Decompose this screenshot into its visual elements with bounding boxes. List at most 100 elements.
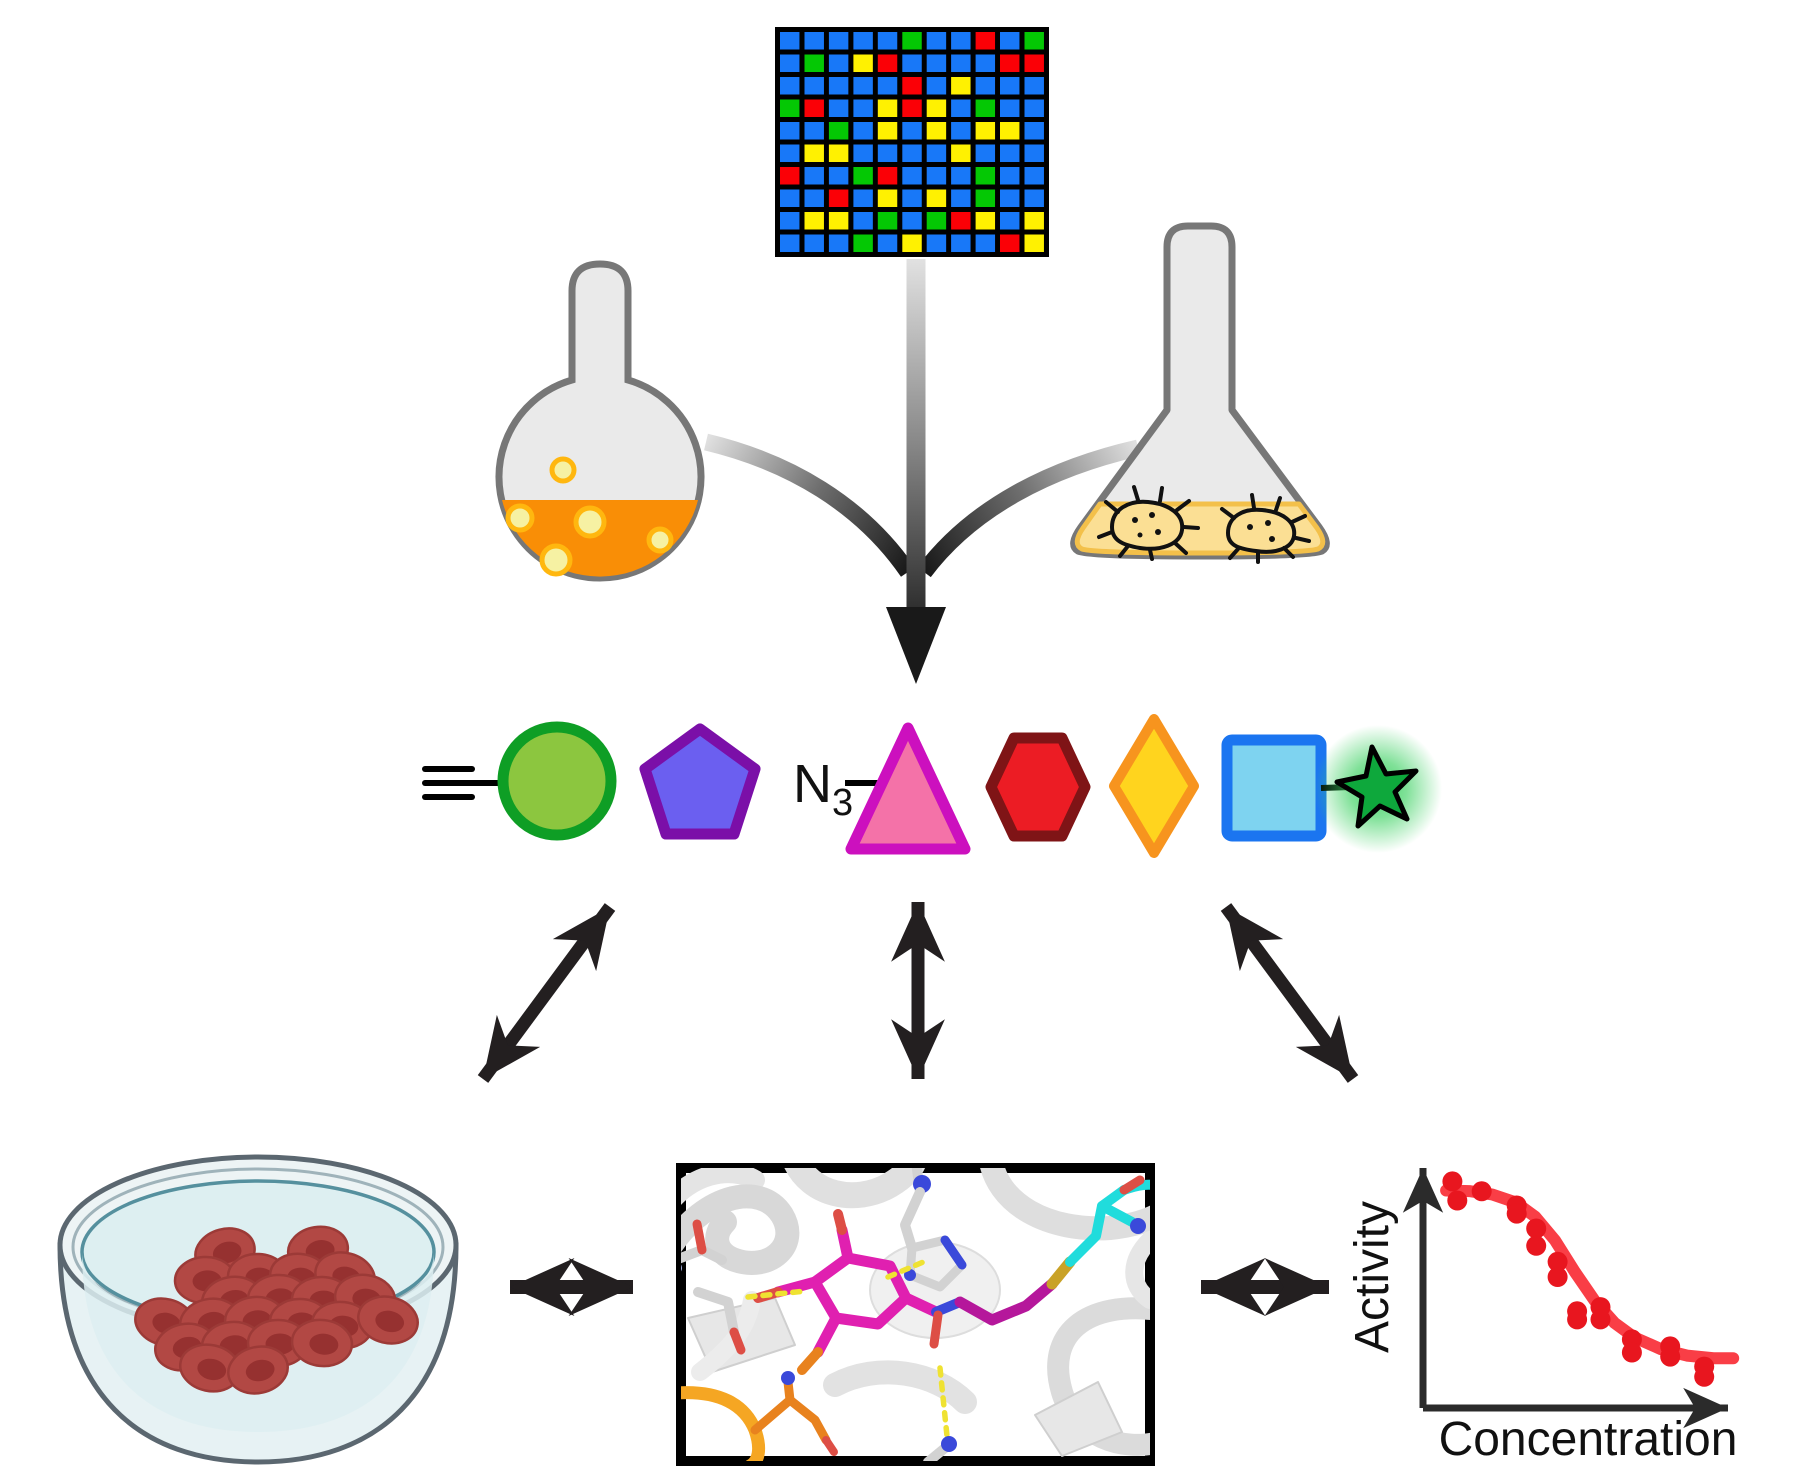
grid-cell [1000,54,1020,72]
grid-cell [926,189,947,207]
data-point [1694,1366,1715,1387]
exchange-arrow-activity [1220,903,1359,1083]
grid-cell [902,167,922,185]
grid-cell [877,167,898,185]
grid-cell [1000,189,1020,207]
round-flask-glass [495,260,705,582]
grid-cell [828,167,849,185]
grid-cell [780,54,800,72]
alkyne-bond-icon [422,766,505,800]
grid-cell [780,77,800,95]
grid-cell [975,77,996,95]
dose-response-points [1442,1171,1715,1387]
grid-cell [926,122,947,140]
grid-cell [1024,32,1044,50]
grid-cell [853,167,873,185]
grid-cell [1000,234,1020,252]
data-point [1590,1309,1611,1330]
grid-cell [877,77,898,95]
grid-cell [853,54,873,72]
grid-cell [902,77,922,95]
grid-cell [975,212,996,230]
grid-cell [902,212,922,230]
grid-cell [828,122,849,140]
grid-cell [804,54,824,72]
glycan-pentagon-icon [639,723,761,840]
round-flask-bubbles [505,456,674,577]
erlenmeyer-glass [1070,222,1330,560]
bacterium-icon [1097,485,1200,561]
data-point [1621,1342,1642,1363]
cell [227,1345,289,1395]
grid-cell [1000,144,1020,162]
erlenmeyer-flask [1070,222,1330,564]
grid-cell [780,234,800,252]
cell-nucleus [375,1310,405,1333]
grid-cell [1000,99,1020,117]
converging-arrows [704,259,1140,684]
grid-cell [1024,212,1044,230]
activity-plot: Activity Concentration [1346,1168,1740,1466]
grid-cell [853,234,873,252]
grid-cell [853,212,873,230]
grid-cell [804,167,824,185]
cell [290,1318,354,1368]
grid-cell [853,144,873,162]
grid-cell [853,32,873,50]
grid-cell [926,99,947,117]
grid-cell [951,122,971,140]
grid-cell [926,54,947,72]
grid-cell [877,99,898,117]
grid-cell [1024,234,1044,252]
data-point [1526,1235,1547,1256]
protein-structure-panel [676,1163,1155,1466]
grid-cell [902,54,922,72]
data-point [1442,1171,1463,1192]
grid-cell [951,77,971,95]
grid-cell [877,212,898,230]
bacterium-icon [1220,493,1311,564]
grid-cell [1024,54,1044,72]
round-bottom-flask [495,260,705,582]
fluorophore-star-icon [1334,744,1419,829]
petri-cells [134,1225,419,1395]
grid-cell [1024,189,1044,207]
grid-cell [975,144,996,162]
grid-cell [828,144,849,162]
dose-response-curve [1440,1184,1740,1365]
grid-cell [902,144,922,162]
grid-cell [853,99,873,117]
grid-cell [780,99,800,117]
grid-cell [902,234,922,252]
grid-cell [828,234,849,252]
grid-cell [1000,212,1020,230]
grid-cell [780,212,800,230]
grid-cell [780,167,800,185]
grid-cell [951,144,971,162]
glycan-hexagon-icon [985,732,1091,842]
grid-cell [780,189,800,207]
cell-nucleus [212,1241,242,1264]
grid-cell [828,212,849,230]
grid-cell [804,122,824,140]
grid-cell [1024,144,1044,162]
grid-cell [877,144,898,162]
y-axis-label: Activity [1346,1201,1399,1353]
grid-cell [1024,122,1044,140]
data-point [1567,1309,1588,1330]
data-point [1660,1346,1681,1367]
exchange-arrow-cells [477,903,616,1083]
grid-cell [780,122,800,140]
glycan-row: N3 [422,714,1442,858]
grid-cell [975,32,996,50]
grid-cell [853,189,873,207]
petri-dish [57,1154,459,1465]
grid-cell [877,234,898,252]
grid-cell [804,32,824,50]
grid-cell [951,234,971,252]
grid-cell [1000,167,1020,185]
azide-label: N3 [793,754,853,824]
grid-cell [951,212,971,230]
grid-cell [780,32,800,50]
